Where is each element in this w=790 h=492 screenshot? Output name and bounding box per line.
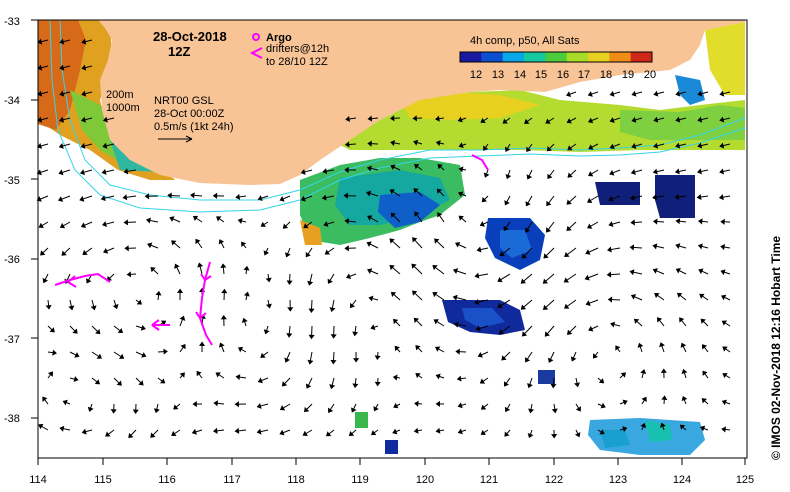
colorbar-segment — [630, 52, 653, 62]
legend-tick: 12 — [470, 69, 482, 81]
y-label: -37 — [4, 334, 20, 346]
legend-tick: 18 — [600, 69, 612, 81]
sst-colorbar — [459, 51, 653, 63]
colorbar-segment — [588, 52, 610, 62]
legend-tick: 14 — [514, 69, 526, 81]
bathymetry-contours — [49, 19, 746, 213]
y-axis-labels: -33 -34 -35 -36 -37 -38 — [4, 16, 20, 425]
x-label: 121 — [480, 474, 498, 486]
legend-tick: 16 — [557, 69, 569, 81]
colorbar-segment — [524, 52, 546, 62]
bathy-200m: 200m — [106, 89, 134, 101]
map-time: 12Z — [168, 44, 190, 59]
drifter-tracks — [54, 154, 489, 346]
x-label: 122 — [545, 474, 563, 486]
product-line3: 0.5m/s (1kt 24h) — [154, 121, 233, 133]
colorbar-segment — [566, 52, 589, 62]
x-label: 125 — [736, 474, 754, 486]
x-label: 120 — [416, 474, 434, 486]
y-label: -36 — [4, 254, 20, 266]
y-label: -34 — [4, 95, 20, 107]
argo-icon — [252, 33, 260, 41]
map-date: 28-Oct-2018 — [153, 29, 227, 44]
argo-label: Argo — [266, 32, 292, 44]
legend-ticks: 12 13 14 15 16 17 18 19 20 — [470, 69, 656, 81]
x-label: 118 — [287, 474, 305, 486]
axis-frame — [31, 19, 748, 465]
bathy-1000m: 1000m — [106, 102, 140, 114]
drifter-icon — [249, 47, 263, 59]
credit-text: © IMOS 02-Nov-2018 12:16 Hobart Time — [769, 236, 783, 460]
legend-title: 4h comp, p50, All Sats — [470, 35, 580, 47]
current-vectors — [36, 38, 731, 439]
colorbar-segment — [502, 52, 525, 62]
x-axis-labels: 114 115 116 117 118 119 120 121 122 123 … — [29, 474, 754, 486]
product-line1: NRT00 GSL — [154, 95, 214, 107]
colorbar-segment — [545, 52, 568, 62]
legend-tick: 15 — [535, 69, 547, 81]
colorbar-segment — [481, 52, 504, 62]
colorbar-segment — [460, 52, 482, 62]
drifters-line2: to 28/10 12Z — [266, 56, 328, 68]
y-label: -38 — [4, 413, 20, 425]
x-label: 124 — [673, 474, 691, 486]
x-label: 116 — [158, 474, 176, 486]
x-label: 119 — [351, 474, 369, 486]
drifters-line1: drifters@12h — [266, 43, 329, 55]
scale-arrow — [158, 135, 193, 143]
colorbar-segment — [609, 52, 632, 62]
x-label: 114 — [29, 474, 47, 486]
legend-tick: 20 — [644, 69, 656, 81]
y-label: -33 — [4, 16, 20, 28]
legend-tick: 19 — [622, 69, 634, 81]
legend-tick: 13 — [492, 69, 504, 81]
x-label: 115 — [94, 474, 112, 486]
legend-tick: 17 — [578, 69, 590, 81]
x-label: 117 — [223, 474, 241, 486]
colorbar-frame — [459, 51, 653, 63]
product-line2: 28-Oct 00:00Z — [154, 108, 225, 120]
x-label: 123 — [609, 474, 627, 486]
y-label: -35 — [4, 175, 20, 187]
